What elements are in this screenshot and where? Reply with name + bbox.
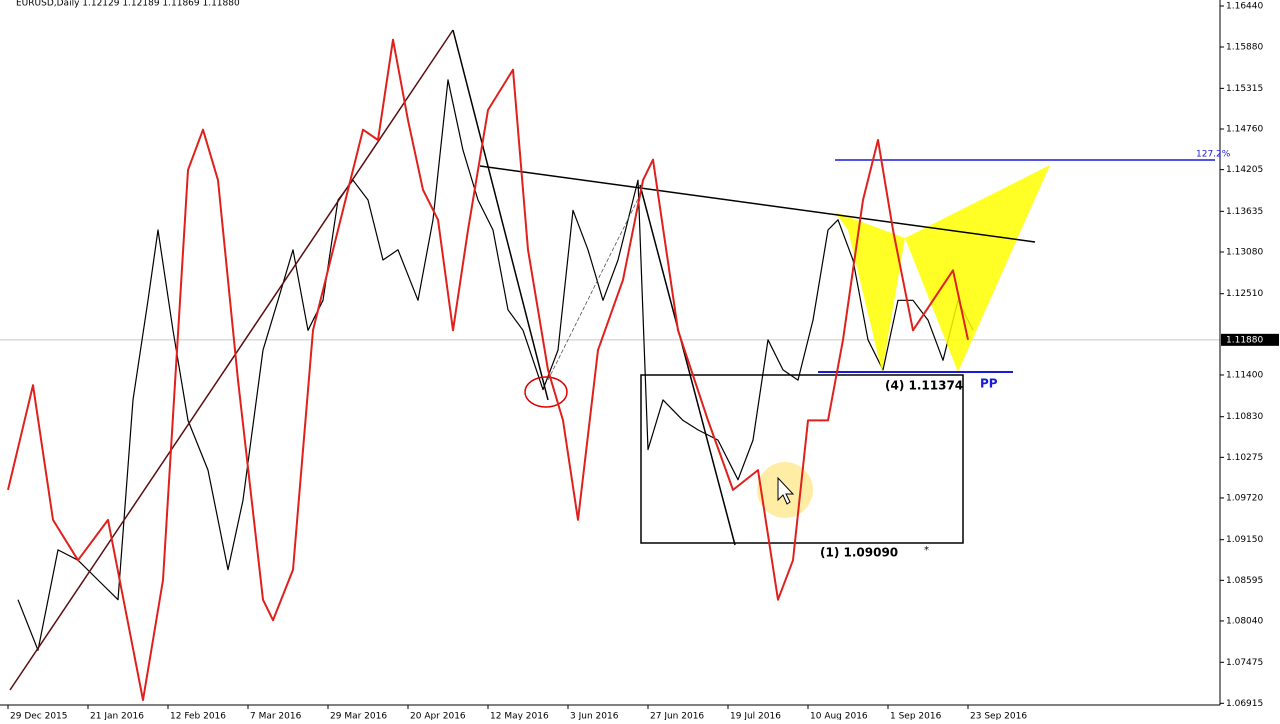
- x-tick-label: 12 May 2016: [490, 712, 549, 721]
- y-tick-label: 1.15315: [1226, 84, 1263, 94]
- annotation: (4) 1.11374: [885, 379, 963, 393]
- x-tick-label: 12 Feb 2016: [170, 712, 226, 721]
- y-tick-label: 1.11400: [1226, 370, 1263, 380]
- x-tick-label: 29 Dec 2015: [10, 712, 68, 721]
- annotation: (1) 1.09090: [820, 546, 898, 560]
- y-tick-label: 1.06915: [1226, 699, 1263, 709]
- indicator-line: [7, 38, 969, 701]
- trend-line: [547, 194, 641, 381]
- x-tick-label: 1 Sep 2016: [890, 712, 942, 721]
- x-tick-label: 21 Jan 2016: [90, 712, 144, 721]
- x-tick-label: 23 Sep 2016: [970, 712, 1027, 721]
- y-tick-label: 1.10275: [1226, 453, 1263, 463]
- cursor: [777, 476, 795, 505]
- price-line-series: [17, 79, 974, 651]
- range-box: [640, 374, 964, 544]
- annotation: PP: [980, 377, 998, 391]
- y-tick-label: 1.12510: [1226, 289, 1263, 299]
- x-tick-label: 7 Mar 2016: [250, 712, 302, 721]
- drawings: [9, 29, 1215, 691]
- trend-line: [452, 29, 549, 401]
- x-tick-label: 27 Jun 2016: [650, 712, 704, 721]
- y-tick-label: 1.13635: [1226, 207, 1263, 217]
- y-tick-label: 1.14760: [1226, 124, 1263, 134]
- y-tick-label: 1.14205: [1226, 165, 1263, 175]
- price-axis: [1220, 0, 1280, 720]
- highlight-circle: [524, 376, 568, 408]
- pattern-triangle: [905, 165, 1050, 372]
- fib-label: 127.2%: [1196, 150, 1231, 160]
- y-tick-label: 1.07475: [1226, 658, 1263, 668]
- y-tick-label: 1.13080: [1226, 247, 1263, 257]
- annotation: *: [924, 545, 929, 556]
- y-tick-label: 1.09720: [1226, 493, 1263, 503]
- y-tick-label: 1.08040: [1226, 616, 1263, 626]
- chart-title: EURUSD,Daily 1.12129 1.12189 1.11869 1.1…: [16, 0, 240, 9]
- y-tick-label: 1.16440: [1226, 2, 1263, 12]
- trend-line: [9, 29, 454, 691]
- pattern-triangle: [835, 212, 905, 372]
- y-tick-label: 1.08595: [1226, 576, 1263, 586]
- price-tag: [1221, 333, 1279, 346]
- x-tick-label: 29 Mar 2016: [330, 712, 387, 721]
- price-tag-label: 1.11880: [1226, 335, 1263, 345]
- x-tick-label: 10 Aug 2016: [810, 712, 868, 721]
- y-tick-label: 1.15880: [1226, 43, 1263, 53]
- x-tick-label: 19 Jul 2016: [730, 712, 781, 721]
- y-tick-label: 1.10830: [1226, 412, 1263, 422]
- trend-line: [639, 184, 736, 546]
- x-tick-label: 20 Apr 2016: [410, 712, 466, 721]
- x-tick-label: 3 Jun 2016: [570, 712, 619, 721]
- trend-line: [479, 165, 1036, 243]
- y-tick-label: 1.09150: [1226, 535, 1263, 545]
